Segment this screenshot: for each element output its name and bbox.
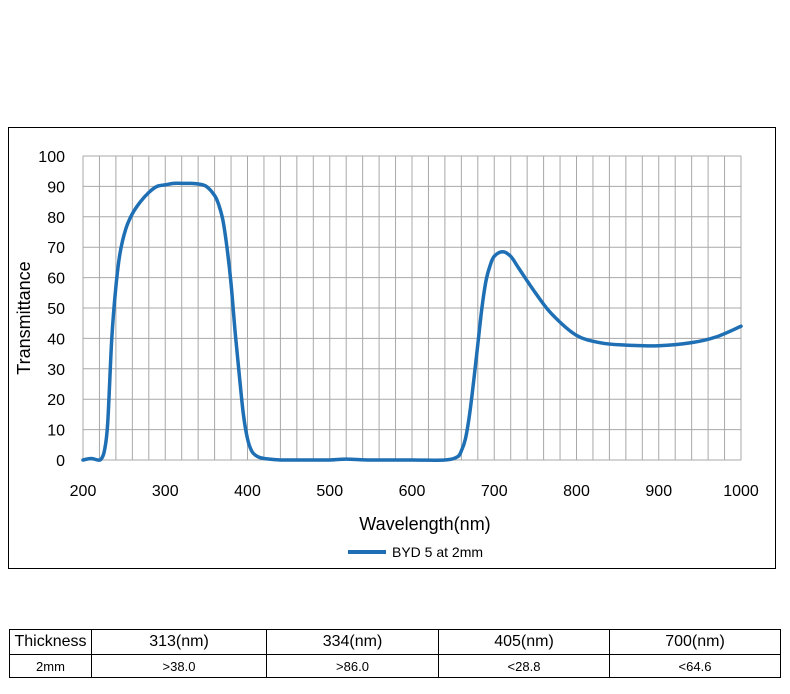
x-tick-label: 900 bbox=[645, 483, 672, 500]
legend-label: BYD 5 at 2mm bbox=[392, 544, 483, 560]
spec-table: Thickness 313(nm) 334(nm) 405(nm) 700(nm… bbox=[9, 629, 781, 678]
y-axis-title: Transmittance bbox=[14, 261, 34, 374]
x-tick-label: 300 bbox=[152, 483, 179, 500]
x-tick-label: 600 bbox=[399, 483, 426, 500]
y-tick-label: 10 bbox=[47, 423, 65, 440]
series-line bbox=[81, 181, 743, 462]
y-tick-label: 20 bbox=[47, 392, 65, 409]
header-334nm: 334(nm) bbox=[266, 629, 439, 655]
table-row: 2mm >38.0 >86.0 <28.8 <64.6 bbox=[9, 654, 781, 678]
legend: BYD 5 at 2mm bbox=[348, 544, 483, 560]
y-tick-label: 60 bbox=[47, 271, 65, 288]
y-tick-label: 0 bbox=[56, 453, 65, 470]
cell-313nm: >38.0 bbox=[91, 654, 267, 678]
header-thickness: Thickness bbox=[9, 629, 92, 655]
transmittance-chart: 200 300 400 500 600 700 800 900 1000 0 10 20 30 40 50 6… bbox=[14, 149, 759, 560]
y-tick-label: 90 bbox=[47, 179, 65, 196]
y-tick-label: 30 bbox=[47, 362, 65, 379]
cell-700nm: <64.6 bbox=[609, 654, 781, 678]
cell-thickness: 2mm bbox=[9, 654, 92, 678]
header-405nm: 405(nm) bbox=[438, 629, 610, 655]
x-tick-label: 200 bbox=[70, 483, 97, 500]
chart-frame: 200 300 400 500 600 700 800 900 1000 0 10 20 30 40 50 6… bbox=[8, 127, 776, 569]
x-tick-label: 800 bbox=[563, 483, 590, 500]
header-313nm: 313(nm) bbox=[91, 629, 267, 655]
cell-334nm: >86.0 bbox=[266, 654, 439, 678]
y-tick-label: 100 bbox=[38, 149, 65, 166]
y-tick-label: 50 bbox=[47, 301, 65, 318]
x-tick-label: 400 bbox=[234, 483, 261, 500]
x-tick-label: 500 bbox=[316, 483, 343, 500]
y-tick-label: 80 bbox=[47, 210, 65, 227]
y-tick-label: 70 bbox=[47, 240, 65, 257]
table-header-row: Thickness 313(nm) 334(nm) 405(nm) 700(nm… bbox=[9, 629, 781, 655]
x-tick-label: 1000 bbox=[723, 483, 759, 500]
x-axis-title: Wavelength(nm) bbox=[359, 514, 490, 534]
x-tick-label: 700 bbox=[481, 483, 508, 500]
header-700nm: 700(nm) bbox=[609, 629, 781, 655]
cell-405nm: <28.8 bbox=[438, 654, 610, 678]
y-tick-label: 40 bbox=[47, 331, 65, 348]
